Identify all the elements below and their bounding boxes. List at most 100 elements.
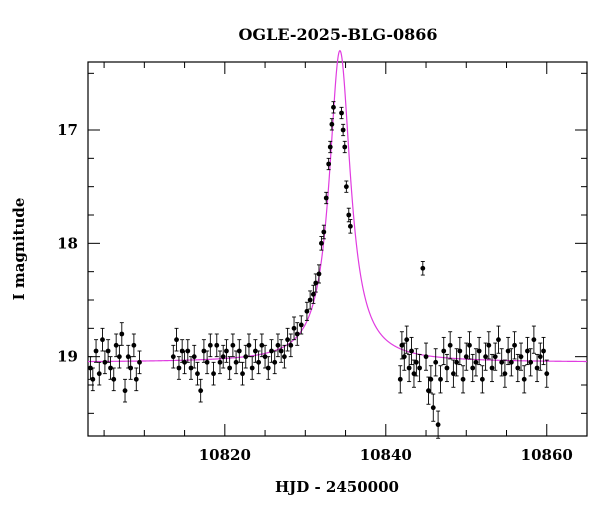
- data-marker: [236, 348, 242, 354]
- data-point: [329, 118, 335, 131]
- data-marker: [450, 371, 456, 377]
- data-marker: [441, 348, 447, 354]
- data-point: [454, 348, 460, 377]
- data-point: [447, 331, 453, 360]
- data-marker: [423, 354, 429, 360]
- data-point: [285, 327, 290, 352]
- data-marker: [463, 354, 469, 360]
- data-point: [426, 376, 431, 405]
- data-marker: [179, 348, 185, 354]
- data-marker: [217, 359, 223, 365]
- data-marker: [518, 354, 524, 360]
- data-point: [339, 106, 344, 120]
- data-point: [291, 316, 297, 341]
- data-marker: [528, 359, 534, 365]
- data-point: [467, 331, 472, 360]
- data-point: [413, 348, 419, 377]
- data-point: [420, 261, 426, 276]
- data-point: [185, 339, 191, 363]
- data-marker: [447, 342, 453, 348]
- data-point: [220, 344, 226, 369]
- data-point: [489, 353, 495, 383]
- data-marker: [191, 354, 197, 360]
- data-point: [512, 331, 517, 360]
- data-marker: [347, 223, 353, 229]
- data-marker: [541, 348, 546, 354]
- data-marker: [531, 337, 537, 343]
- data-marker: [479, 376, 485, 382]
- data-point: [457, 336, 463, 366]
- data-marker: [343, 184, 349, 190]
- data-point: [304, 301, 310, 321]
- data-point: [496, 325, 501, 354]
- data-point: [224, 339, 229, 363]
- data-marker: [259, 342, 265, 348]
- data-point: [214, 333, 220, 358]
- data-marker: [122, 388, 128, 394]
- data-point: [505, 336, 511, 366]
- data-point: [111, 367, 117, 392]
- data-point: [537, 342, 543, 371]
- data-point: [119, 322, 125, 346]
- data-marker: [411, 371, 417, 377]
- data-point: [198, 378, 204, 403]
- data-marker: [512, 342, 517, 348]
- data-point: [262, 344, 268, 369]
- data-marker: [321, 229, 327, 235]
- data-marker: [90, 376, 96, 382]
- data-point: [460, 365, 466, 394]
- data-points-layer: [88, 101, 550, 439]
- data-point: [463, 342, 469, 371]
- data-marker: [409, 348, 414, 354]
- data-marker: [339, 110, 344, 116]
- data-marker: [470, 365, 476, 371]
- data-marker: [174, 337, 179, 343]
- data-marker: [220, 354, 226, 360]
- data-point: [347, 219, 353, 234]
- data-marker: [278, 348, 284, 354]
- data-point: [492, 342, 498, 371]
- plot-area: 10820 10840 10860 17 18 19: [57, 49, 588, 464]
- data-point: [470, 353, 476, 383]
- data-point: [174, 327, 179, 352]
- data-marker: [499, 359, 505, 365]
- data-marker: [272, 359, 278, 365]
- data-marker: [119, 331, 125, 337]
- data-point: [401, 342, 407, 371]
- data-point: [515, 353, 521, 383]
- data-point: [316, 264, 322, 284]
- data-marker: [243, 354, 249, 360]
- data-point: [476, 336, 482, 366]
- data-marker: [435, 422, 441, 428]
- data-point: [230, 333, 236, 358]
- data-point: [211, 361, 216, 386]
- data-marker: [404, 337, 410, 343]
- data-marker: [502, 371, 508, 377]
- data-marker: [198, 388, 204, 394]
- data-marker: [170, 354, 176, 360]
- data-marker: [133, 376, 139, 382]
- data-marker: [521, 376, 527, 382]
- data-marker: [137, 359, 142, 365]
- data-point: [275, 333, 281, 358]
- data-marker: [265, 365, 271, 371]
- x-tick-label: 10820: [199, 446, 251, 464]
- data-point: [137, 350, 142, 375]
- data-marker: [420, 265, 426, 271]
- data-marker: [537, 354, 543, 360]
- data-marker: [492, 354, 498, 360]
- data-marker: [326, 161, 332, 167]
- data-marker: [399, 342, 405, 348]
- data-marker: [195, 371, 200, 377]
- data-marker: [246, 342, 252, 348]
- data-point: [128, 356, 134, 380]
- data-point: [438, 365, 443, 394]
- x-tick-label: 10840: [360, 446, 412, 464]
- data-marker: [313, 280, 319, 286]
- data-point: [479, 365, 485, 394]
- data-marker: [182, 359, 187, 365]
- data-marker: [444, 365, 450, 371]
- data-point: [298, 315, 304, 335]
- data-point: [409, 336, 414, 366]
- data-point: [417, 353, 422, 383]
